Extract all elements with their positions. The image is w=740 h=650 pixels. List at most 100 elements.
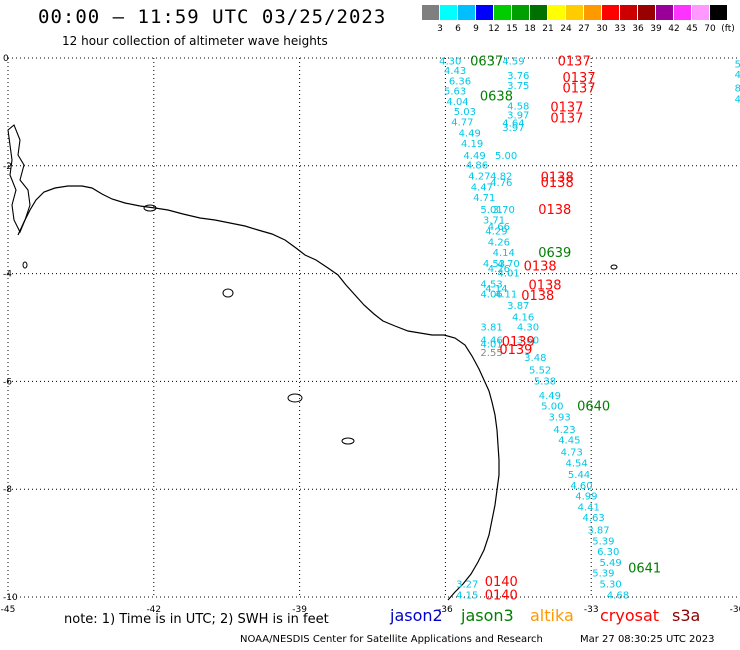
legend-swatch (710, 5, 727, 20)
wave-height-label: 5.01 (480, 205, 502, 216)
pass-time-label: 0640 (577, 400, 610, 415)
legend-swatch (692, 5, 709, 20)
legend-label: 9 (473, 24, 479, 34)
wave-height-label: 3.81 (480, 322, 502, 333)
wave-height-label: 5.30 (600, 580, 622, 591)
wave-height-label: 3.27 (456, 580, 478, 591)
wave-height-label: 4.45 (558, 436, 580, 447)
pass-time-label: 0638 (480, 90, 513, 105)
wave-height-label: 5.52 (529, 366, 551, 377)
wave-height-label: 4.30 (439, 57, 461, 68)
satellite-track-labels: 4.30 4.59 4.436.36 3.763.75 5.634.04 4.58 5.03… (439, 55, 740, 604)
pass-time-label: 0138 (541, 171, 574, 186)
wave-height-label: 5.39 (592, 569, 614, 580)
map-title: 00:00 — 11:59 UTC 03/25/2023 (38, 6, 387, 28)
wave-height-label: 4.01 (497, 269, 519, 280)
legend-label: 27 (578, 24, 590, 34)
wave-height-label: 5.03 (454, 107, 476, 118)
legend-jason3: jason3 (461, 606, 514, 625)
legend-label: 3 (437, 24, 443, 34)
coastline-island-west (7, 124, 31, 234)
wave-height-label: 4.29 (485, 226, 507, 237)
pass-time-label: 0137 (563, 82, 596, 97)
coastline-islet (222, 288, 234, 298)
wave-height-label: 4.06 (480, 290, 502, 301)
wave-height-label: 4.15 (456, 590, 478, 601)
wave-height-label: 5.63 (444, 86, 466, 97)
wave-height-label: 4.43 (444, 66, 466, 77)
legend-label: 18 (524, 24, 536, 34)
legend-label: 45 (686, 24, 698, 34)
wave-height-label: 4.76 (490, 178, 512, 189)
wave-height-label: 4. (735, 70, 740, 81)
wave-height-label: 6.30 (597, 547, 619, 558)
wave-height-label: 4.82 (490, 172, 512, 183)
pass-time-label: 0138 (541, 176, 574, 191)
pass-time-label: 0641 (628, 561, 661, 576)
wave-height-label: 4.60 (570, 481, 592, 492)
pass-time-label: 0140 (485, 588, 518, 603)
wave-height-label: 4.19 (461, 139, 483, 150)
y-tick-label: -10 (3, 593, 18, 603)
x-tick-label: -30 (730, 605, 740, 615)
x-tick-label: -42 (146, 605, 161, 615)
pass-time-label: 0137 (558, 55, 591, 70)
wave-height-label: 5.00 (541, 402, 563, 413)
wave-height-label: 5. (735, 59, 740, 70)
pass-time-label: 0138 (524, 260, 557, 275)
legend-swatch (494, 5, 511, 20)
wave-height-label: 4.53 (483, 259, 505, 270)
wave-height-label: 3.75 (507, 81, 529, 92)
legend-swatch (530, 5, 547, 20)
wave-height-label: 4.53 (480, 279, 502, 290)
pass-time-label: 0138 (528, 278, 561, 293)
wave-height-label: 4.47 (471, 182, 493, 193)
legend-label: 21 (542, 24, 554, 34)
wave-height-label: 4.27 (468, 172, 490, 183)
legend-label: 30 (596, 24, 608, 34)
y-tick-label: 0 (3, 54, 9, 64)
legend-swatch (638, 5, 655, 20)
pass-time-label: 0139 (499, 343, 532, 358)
legend-label: 6 (455, 24, 461, 34)
pass-time-label: 0637 (470, 55, 503, 70)
wave-height-label: 8. (735, 84, 740, 95)
wave-height-label: 4.59 (502, 57, 524, 68)
wave-height-label: 4.70 (497, 259, 519, 270)
legend-label: 36 (632, 24, 644, 34)
wave-height-label: 4.77 (451, 118, 473, 129)
x-tick-label: -45 (1, 605, 16, 615)
y-tick-label: -8 (3, 485, 12, 495)
wave-height-label: 5.39 (592, 536, 614, 547)
coastline-mainland (17, 185, 500, 601)
wave-height-label: 2.55 (480, 348, 502, 359)
legend-cryosat: cryosat (600, 606, 660, 625)
pass-time-label: 0137 (550, 101, 583, 116)
coastline (7, 124, 618, 601)
wave-height-label: 5.00 (495, 151, 517, 162)
coastline-islet (22, 261, 28, 269)
wave-height-label: 6.36 (449, 77, 471, 88)
y-tick-label: -2 (3, 162, 12, 172)
wave-height-label: 3.93 (548, 412, 570, 423)
wave-height-label: 4.86 (466, 161, 488, 172)
wave-height-label: 3.87 (587, 526, 609, 537)
pass-time-label: 0639 (538, 246, 571, 261)
wave-height-label: 3.87 (507, 301, 529, 312)
y-tick-label: -4 (3, 270, 12, 280)
legend-altika: altika (530, 606, 574, 625)
footer-timestamp: Mar 27 08:30:25 UTC 2023 (580, 634, 715, 645)
wave-height-label: 4.01 (480, 340, 502, 351)
legend-label: 12 (488, 24, 500, 34)
legend-label: 70 (704, 24, 716, 34)
wave-height-label: 4.66 (488, 222, 510, 233)
wave-height-label: 4.54 (565, 458, 587, 469)
footer-credit: NOAA/NESDIS Center for Satellite Applica… (240, 634, 543, 645)
wave-height-label: 4.14 (485, 284, 507, 295)
map-subtitle: 12 hour collection of altimeter wave hei… (62, 34, 328, 48)
legend-s3a: s3a (672, 606, 701, 625)
legend-swatch (440, 5, 457, 20)
wave-height-label: 5.44 (568, 470, 590, 481)
legend-swatch (422, 5, 439, 20)
